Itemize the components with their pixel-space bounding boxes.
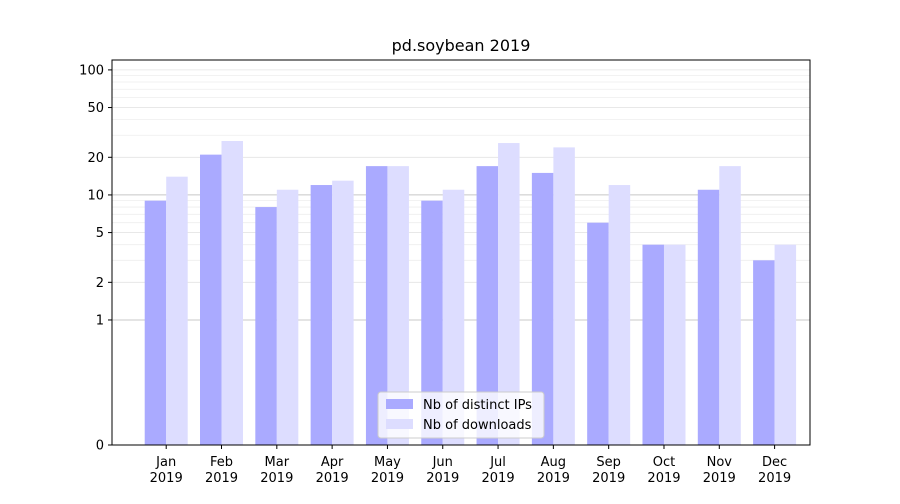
x-tick-label: Nov 2019 — [703, 455, 736, 486]
bar-downloads — [221, 140, 244, 445]
y-tick-label: 1 — [96, 313, 104, 328]
x-axis: Jan 2019 Feb 2019 Mar 2019 Apr 2019 May 2019 Jun 20… — [150, 445, 791, 486]
bar-distinct-ips — [365, 166, 388, 445]
x-tick-label: Apr 2019 — [316, 455, 349, 486]
x-tick-label: Jan 2019 — [150, 455, 183, 486]
chart-title: pd.soybean 2019 — [392, 36, 531, 55]
bars — [144, 140, 797, 446]
x-tick-label: Oct 2019 — [647, 455, 680, 486]
y-tick-label: 5 — [96, 226, 104, 241]
y-tick-label: 2 — [96, 276, 104, 291]
x-tick-label: Feb 2019 — [205, 455, 238, 486]
y-tick-label: 50 — [87, 101, 104, 116]
x-tick-label: Jul 2019 — [482, 455, 515, 486]
legend-label: Nb of downloads — [423, 418, 532, 433]
bar-downloads — [774, 244, 797, 445]
bar-distinct-ips — [255, 207, 277, 445]
legend-box — [377, 391, 545, 439]
bar-distinct-ips — [421, 200, 443, 445]
x-tick-label: Sep 2019 — [592, 455, 625, 486]
legend-swatch — [386, 419, 413, 429]
y-tick-label: 0 — [96, 439, 104, 454]
bar-downloads — [553, 147, 575, 446]
x-tick-label: May 2019 — [371, 455, 404, 486]
bar-downloads — [442, 189, 465, 445]
y-tick-label: 100 — [79, 63, 104, 78]
x-tick-label: Jun 2019 — [426, 455, 459, 486]
bar-distinct-ips — [476, 166, 499, 445]
bar-distinct-ips — [144, 200, 167, 445]
y-tick-label: 20 — [87, 151, 104, 166]
bar-downloads — [387, 166, 409, 445]
bar-downloads — [332, 180, 354, 445]
bar-downloads — [498, 143, 520, 445]
x-tick-label: Dec 2019 — [758, 455, 791, 486]
bar-downloads — [166, 176, 188, 445]
y-axis: 0 1 2 5 10 20 50 100 — [79, 63, 112, 454]
bar-downloads — [608, 185, 631, 445]
legend-swatch — [386, 399, 413, 409]
bar-distinct-ips — [587, 222, 609, 445]
y-tick-label: 10 — [87, 188, 104, 203]
x-tick-label: Aug 2019 — [537, 455, 570, 486]
bar-distinct-ips — [200, 154, 222, 446]
bar-downloads — [719, 166, 741, 445]
bar-distinct-ips — [697, 189, 720, 445]
bar-downloads — [276, 189, 299, 445]
legend: Nb of distinct IPs Nb of downloads — [377, 391, 545, 439]
legend-label: Nb of distinct IPs — [423, 398, 532, 413]
bar-distinct-ips — [531, 172, 554, 445]
bar-downloads — [663, 244, 686, 445]
bar-distinct-ips — [753, 260, 775, 445]
plot-frame — [111, 59, 811, 446]
x-tick-label: Mar 2019 — [260, 455, 293, 486]
bar-distinct-ips — [642, 244, 664, 445]
bar-distinct-ips — [310, 185, 333, 445]
